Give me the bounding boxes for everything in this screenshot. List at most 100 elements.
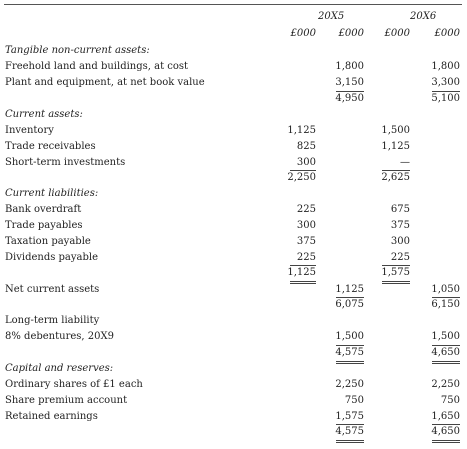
- value-20x5: 1,500: [335, 331, 364, 342]
- value-20x6: 675: [390, 204, 410, 215]
- value-20x6-dash: —: [400, 157, 410, 168]
- value-20x5: 300: [296, 157, 316, 168]
- value-20x5: 1,125: [335, 284, 364, 295]
- total-rule: [290, 281, 316, 284]
- section-heading: Long-term liability: [5, 315, 100, 326]
- total-20x5: 4,575: [335, 347, 364, 358]
- debentures-row: 8% debentures, 20X9 1,500 1,500: [0, 331, 467, 345]
- value-20x5: 2,250: [335, 379, 364, 390]
- value-20x6: 1,050: [431, 284, 460, 295]
- value-20x5: 300: [296, 220, 316, 231]
- row-label: Trade payables: [5, 220, 83, 231]
- total-20x6: 1,575: [381, 267, 410, 278]
- subtotal-rule: [432, 297, 460, 298]
- row-label: Freehold land and buildings, at cost: [5, 61, 189, 72]
- year-20x5-header: 20X5: [318, 11, 345, 22]
- plant-row: Plant and equipment, at net book value 3…: [0, 77, 467, 91]
- value-20x6: 1,500: [431, 331, 460, 342]
- total-rule: [382, 281, 410, 284]
- total-20x5: 4,575: [335, 426, 364, 437]
- section-heading: Current liabilities:: [5, 188, 99, 199]
- total-20x6: 6,150: [431, 299, 460, 310]
- long-term-heading-row: Long-term liability: [0, 315, 467, 329]
- subtotal-rule: [336, 91, 364, 92]
- subtotal-rule: [432, 91, 460, 92]
- subtotal-rule: [336, 424, 364, 425]
- value-20x5: 375: [296, 236, 316, 247]
- subtotal-rule: [290, 170, 316, 171]
- subtotal-rule: [336, 297, 364, 298]
- inventory-row: Inventory 1,125 1,500: [0, 125, 467, 139]
- total-20x6: 5,100: [431, 93, 460, 104]
- total-20x6: 4,650: [431, 347, 460, 358]
- value-20x6: 1,650: [431, 411, 460, 422]
- value-20x5: 1,800: [335, 61, 364, 72]
- subtotal-rule: [432, 345, 460, 346]
- receivables-row: Trade receivables 825 1,125: [0, 141, 467, 155]
- subtotal-rule: [382, 170, 410, 171]
- value-20x5: 1,125: [287, 125, 316, 136]
- value-20x5: 1,575: [335, 411, 364, 422]
- unit-header: £000: [338, 28, 364, 39]
- row-label: Ordinary shares of £1 each: [5, 379, 143, 390]
- tangible-total-row: 4,950 5,100: [0, 93, 467, 107]
- unit-header: £000: [290, 28, 316, 39]
- dividends-row: Dividends payable 225 225: [0, 252, 467, 266]
- total-rule: [336, 361, 364, 364]
- total-20x5: 6,075: [335, 299, 364, 310]
- overdraft-row: Bank overdraft 225 675: [0, 204, 467, 218]
- value-20x5: 3,150: [335, 77, 364, 88]
- current-assets-heading-row: Current assets:: [0, 109, 467, 123]
- row-label: Short-term investments: [5, 157, 126, 168]
- total-20x5: 1,125: [287, 267, 316, 278]
- subtotal-rule: [432, 424, 460, 425]
- value-20x6: 1,125: [381, 141, 410, 152]
- subtotal-rule: [336, 345, 364, 346]
- total-rule: [432, 361, 460, 364]
- investments-row: Short-term investments 300 —: [0, 157, 467, 171]
- row-label: 8% debentures, 20X9: [5, 331, 114, 342]
- tangible-heading-row: Tangible non-current assets:: [0, 45, 467, 59]
- value-20x5: 750: [344, 395, 364, 406]
- row-label: Trade receivables: [5, 141, 96, 152]
- retained-row: Retained earnings 1,575 1,650: [0, 411, 467, 425]
- section-heading: Tangible non-current assets:: [5, 45, 150, 56]
- total-rule: [432, 440, 460, 443]
- value-20x6: 375: [390, 220, 410, 231]
- row-label: Inventory: [5, 125, 54, 136]
- unit-header: £000: [384, 28, 410, 39]
- current-assets-total-row: 2,250 2,625: [0, 172, 467, 186]
- capital-total-row: 4,575 4,650: [0, 426, 467, 440]
- ordinary-row: Ordinary shares of £1 each 2,250 2,250: [0, 379, 467, 393]
- row-label: Taxation payable: [5, 236, 91, 247]
- subtotal-rule: [290, 265, 316, 266]
- value-20x6: 300: [390, 236, 410, 247]
- section-heading: Current assets:: [5, 109, 83, 120]
- row-label: Net current assets: [5, 284, 100, 295]
- value-20x6: 750: [440, 395, 460, 406]
- value-20x6: 3,300: [431, 77, 460, 88]
- total-rule: [336, 440, 364, 443]
- value-20x5: 225: [296, 252, 316, 263]
- capital-heading-row: Capital and reserves:: [0, 363, 467, 377]
- year-20x6-header: 20X6: [410, 11, 437, 22]
- unit-header: £000: [434, 28, 460, 39]
- total-20x5: 4,950: [335, 93, 364, 104]
- value-20x6: 1,800: [431, 61, 460, 72]
- value-20x6: 2,250: [431, 379, 460, 390]
- row-label: Dividends payable: [5, 252, 99, 263]
- section-heading: Capital and reserves:: [5, 363, 114, 374]
- top-rule: [4, 4, 462, 5]
- current-liabilities-total-row: 1,125 1,575: [0, 267, 467, 281]
- row-label: Retained earnings: [5, 411, 98, 422]
- subtotal-rule: [382, 265, 410, 266]
- row-label: Share premium account: [5, 395, 128, 406]
- net-current-row: Net current assets 1,125 1,050: [0, 284, 467, 298]
- total-20x6: 4,650: [431, 426, 460, 437]
- net-current-total-row: 6,075 6,150: [0, 299, 467, 313]
- freehold-row: Freehold land and buildings, at cost 1,8…: [0, 61, 467, 75]
- row-label: Plant and equipment, at net book value: [5, 77, 205, 88]
- taxation-row: Taxation payable 375 300: [0, 236, 467, 250]
- value-20x6: 1,500: [381, 125, 410, 136]
